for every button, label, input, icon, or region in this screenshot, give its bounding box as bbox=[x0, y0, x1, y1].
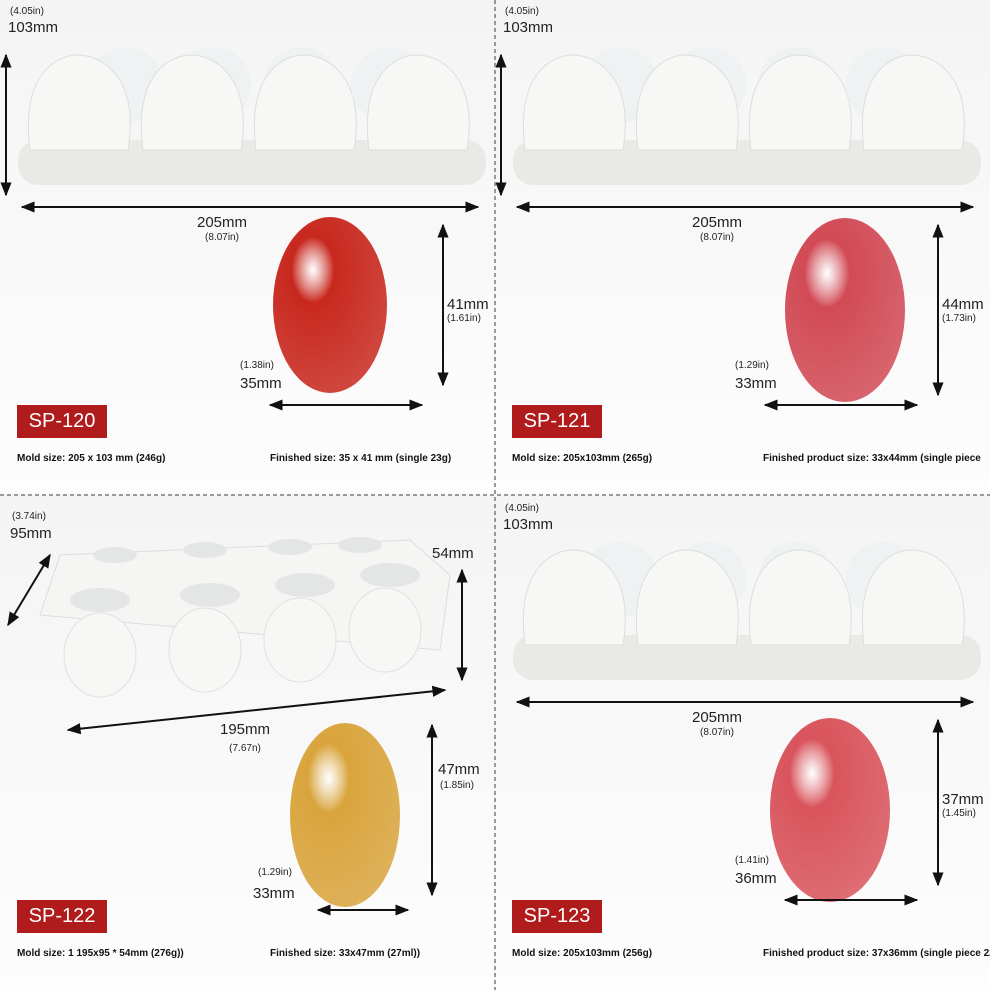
dimension-label: 95mm bbox=[10, 525, 52, 542]
dimension-label: (4.05in) bbox=[505, 6, 539, 17]
mold-cavity bbox=[862, 54, 965, 151]
dimension-label: (8.07in) bbox=[205, 232, 239, 243]
mold-well bbox=[93, 547, 137, 563]
mold-cavity bbox=[636, 54, 739, 151]
dimension-label: 44mm bbox=[942, 296, 984, 313]
mold-cavity bbox=[254, 54, 357, 151]
dimension-label: (1.29in) bbox=[258, 867, 292, 878]
mold-size: Mold size: 205x103mm (256g) bbox=[512, 948, 653, 959]
mold-well bbox=[183, 542, 227, 558]
panel-graphics bbox=[513, 542, 981, 906]
dimension-label: (1.29in) bbox=[735, 360, 769, 371]
dimension-label: 103mm bbox=[503, 516, 554, 533]
dimension-label: (7.67n) bbox=[229, 743, 261, 754]
dimension-label: 103mm bbox=[8, 19, 59, 36]
dimension-label: 36mm bbox=[735, 870, 777, 887]
mold-cavity bbox=[862, 549, 965, 646]
mold-well bbox=[360, 563, 420, 587]
mold-size: Mold size: 205 x 103 mm (246g) bbox=[17, 453, 166, 464]
mold-pod bbox=[263, 597, 337, 683]
dimension-label: 54mm bbox=[432, 545, 474, 562]
product-panel: (4.05in) 103mm 205mm (8.07in) 41mm (1.61in) (1… bbox=[0, 0, 495, 495]
product-panel: (3.74in) 95mm 54mm 195mm (7.67n) 47mm (1.85in)… bbox=[0, 495, 495, 990]
dimension-label: (1.45in) bbox=[942, 808, 976, 819]
finished-size: Finished product size: 33x44mm (single p… bbox=[763, 453, 981, 464]
dimension-label: (4.05in) bbox=[505, 503, 539, 514]
product-shape bbox=[785, 218, 905, 402]
mold-size: Mold size: 1 195x95 * 54mm (276g)) bbox=[17, 948, 184, 959]
mold-well bbox=[275, 573, 335, 597]
product-shape bbox=[273, 217, 387, 393]
mold-well bbox=[70, 588, 130, 612]
dimension-label: 41mm bbox=[447, 296, 489, 313]
dimension-label: 205mm bbox=[691, 214, 743, 231]
dimension-label: (4.05in) bbox=[10, 6, 44, 17]
dimension-label: (1.85in) bbox=[440, 780, 474, 791]
mold-cavity bbox=[749, 54, 852, 151]
mold-cavity bbox=[636, 549, 739, 646]
product-shape bbox=[770, 718, 890, 902]
mold-size: Mold size: 205x103mm (265g) bbox=[512, 453, 653, 464]
mold-base bbox=[513, 140, 981, 185]
dimension-label: (8.07in) bbox=[700, 727, 734, 738]
dimension-arrow bbox=[66, 685, 447, 735]
dimension-label: 47mm bbox=[438, 761, 480, 778]
dimension-label: 33mm bbox=[253, 885, 295, 902]
dimension-label: (8.07in) bbox=[700, 232, 734, 243]
mold-cavity bbox=[523, 549, 626, 646]
product-shape bbox=[290, 723, 400, 907]
finished-size: Finished product size: 37x36mm (single p… bbox=[763, 948, 990, 959]
dimension-label: (1.73in) bbox=[942, 313, 976, 324]
dimension-label: 37mm bbox=[942, 791, 984, 808]
separator-horizontal bbox=[0, 494, 990, 496]
dimension-label: (1.41in) bbox=[735, 855, 769, 866]
mold-cavity bbox=[141, 54, 244, 151]
panel-graphics bbox=[495, 47, 981, 411]
product-panel: (4.05in) 103mm 205mm (8.07in) 44mm (1.73in) (1… bbox=[495, 0, 990, 495]
mold-well bbox=[338, 537, 382, 553]
dimension-label: (1.38in) bbox=[240, 360, 274, 371]
product-code: SP-120 bbox=[17, 405, 107, 438]
mold-base bbox=[513, 635, 981, 680]
dimension-label: 195mm bbox=[219, 721, 271, 738]
product-panel: (4.05in) 103mm 205mm (8.07in) 37mm (1.45in) (1… bbox=[495, 495, 990, 990]
mold-cavity bbox=[523, 54, 626, 151]
panel-graphics bbox=[7, 537, 468, 916]
dimension-arrow bbox=[7, 553, 51, 627]
mold-pod bbox=[63, 612, 137, 698]
dimension-label: 103mm bbox=[503, 19, 554, 36]
mold-base bbox=[18, 140, 486, 185]
product-code: SP-121 bbox=[512, 405, 602, 438]
product-code: SP-122 bbox=[17, 900, 107, 933]
dimension-label: (3.74in) bbox=[12, 511, 46, 522]
dimension-label: 205mm bbox=[691, 709, 743, 726]
panel-graphics bbox=[0, 47, 486, 411]
finished-size: Finished size: 35 x 41 mm (single 23g) bbox=[270, 453, 452, 464]
mold-cavity bbox=[28, 54, 131, 151]
mold-cavity bbox=[367, 54, 470, 151]
dimension-label: (1.61in) bbox=[447, 313, 481, 324]
mold-pod bbox=[168, 607, 242, 693]
mold-pod bbox=[348, 587, 422, 673]
dimension-label: 33mm bbox=[735, 375, 777, 392]
mold-cavity bbox=[749, 549, 852, 646]
mold-well bbox=[180, 583, 240, 607]
dimension-label: 35mm bbox=[240, 375, 282, 392]
mold-well bbox=[268, 539, 312, 555]
finished-size: Finished size: 33x47mm (27ml)) bbox=[270, 948, 421, 959]
dimension-label: 205mm bbox=[196, 214, 248, 231]
product-code: SP-123 bbox=[512, 900, 602, 933]
